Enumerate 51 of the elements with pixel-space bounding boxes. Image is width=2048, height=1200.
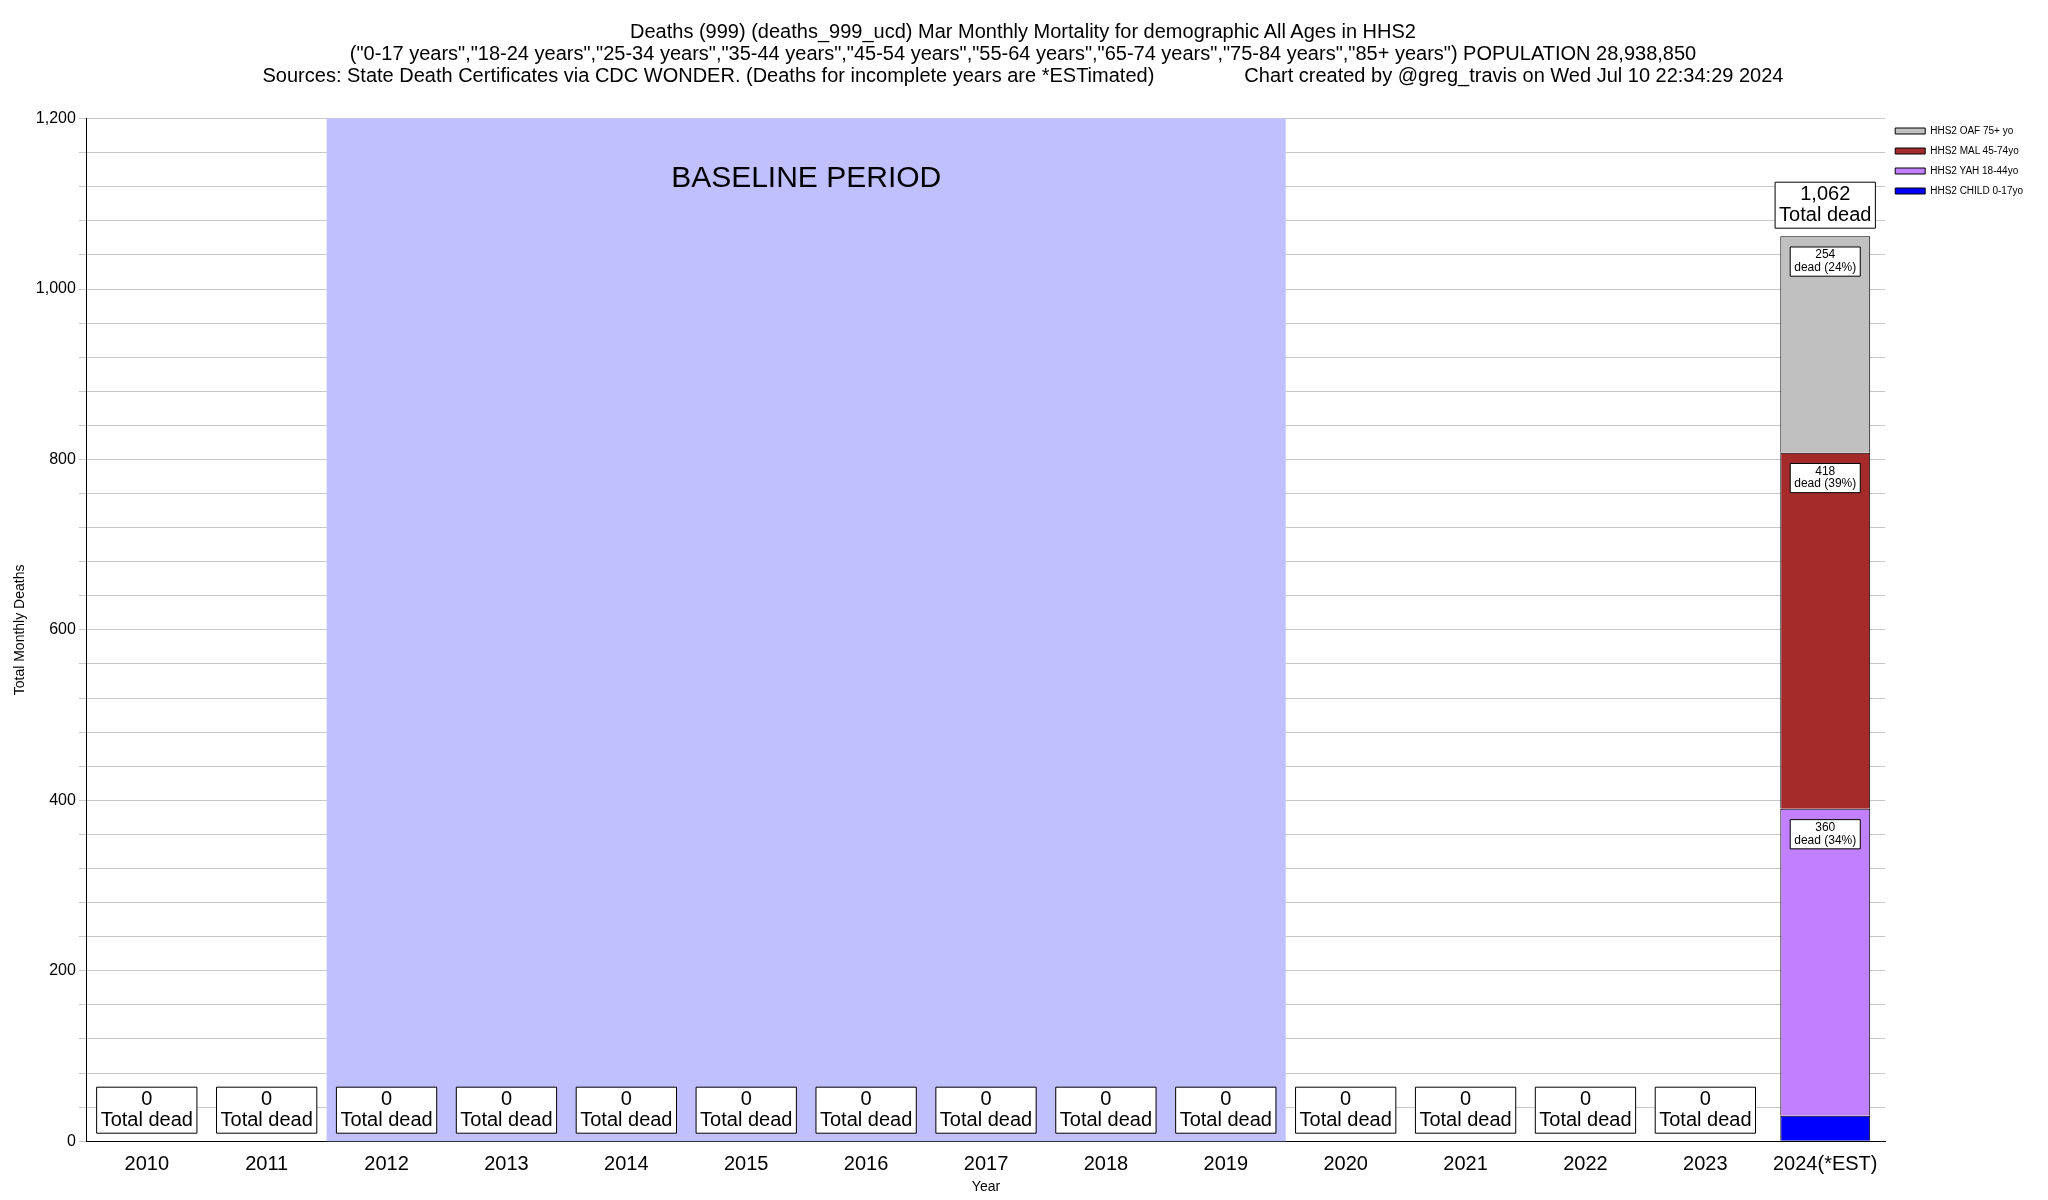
legend-label: HHS2 MAL 45-74yo: [1930, 144, 2020, 156]
x-tick-label: 2018: [1083, 1151, 1129, 1174]
x-tick-label: 2017: [963, 1151, 1009, 1174]
total-label: 0 Total dead: [1659, 1086, 1752, 1130]
x-tick-label: 2023: [1683, 1151, 1728, 1174]
x-tick-label: 2016: [843, 1151, 889, 1174]
x-tick-label: 2021: [1443, 1151, 1488, 1174]
total-label: 0 Total dead: [700, 1086, 793, 1130]
band-label: BASELINE PERIOD: [671, 159, 942, 193]
x-tick-label: 2024(*EST): [1772, 1151, 1878, 1174]
total-label: 0 Total dead: [1059, 1086, 1153, 1130]
total-label: 0 Total dead: [819, 1086, 913, 1130]
total-label: 0 Total dead: [1299, 1086, 1392, 1130]
y-tick-label: 1,200: [35, 109, 76, 127]
total-label: 1,062 Total dead: [1779, 181, 1872, 225]
legend-label: HHS2 YAH 18-44yo: [1930, 164, 2019, 176]
total-label: 0 Total dead: [1419, 1086, 1512, 1130]
x-tick-label: 2020: [1323, 1151, 1368, 1174]
y-tick-label: 400: [49, 790, 76, 808]
x-tick-label: 2019: [1203, 1151, 1249, 1174]
total-label: 0 Total dead: [580, 1086, 673, 1130]
x-tick-label: 2012: [364, 1151, 409, 1174]
x-tick-label: 2013: [484, 1151, 529, 1174]
data-label: 254 dead (24%): [1794, 247, 1857, 274]
y-tick-label: 1,000: [35, 279, 76, 297]
x-tick-label: 2015: [723, 1151, 769, 1174]
y-axis-title: Total Monthly Deaths: [11, 564, 28, 696]
x-tick-label: 2022: [1563, 1151, 1608, 1174]
legend-label: HHS2 CHILD 0-17yo: [1930, 184, 2024, 196]
legend-label: HHS2 OAF 75+ yo: [1930, 124, 2014, 136]
total-label: 0 Total dead: [100, 1086, 193, 1130]
total-label: 0 Total dead: [1539, 1086, 1632, 1130]
total-label: 0 Total dead: [1179, 1086, 1272, 1130]
x-tick-label: 2011: [245, 1151, 289, 1174]
total-label: 0 Total dead: [340, 1086, 433, 1130]
y-tick-label: 200: [49, 961, 76, 979]
x-tick-label: 2014: [604, 1151, 649, 1174]
y-tick-label: 0: [66, 1131, 76, 1149]
text: Chart created by @greg_travis on Wed Jul 10 22:34:29 2024: [1244, 64, 1784, 86]
chart-title: Deaths (999) (deaths_999_ucd) Mar Monthly Mortality for demographic All Ages in HHS2: [629, 20, 1417, 42]
x-tick-label: 2010: [124, 1151, 170, 1174]
total-label: 0 Total dead: [939, 1086, 1033, 1130]
source-note: Sources: State Death Certificates via CDC WONDER. (Deaths for incomplete years are *ESTimated): [262, 64, 1155, 86]
y-tick-label: 600: [49, 620, 76, 638]
chart-subtitle: ("0-17 years","18-24 years","25-34 years","35-44 years","45-54 years","55-64 years","65-74 years","75-84 years","85+ years") POPULATION 28,938,850: [348, 42, 1698, 64]
data-label: 418 dead (39%): [1794, 463, 1857, 491]
y-tick-label: 800: [49, 449, 76, 467]
total-label: 0 Total dead: [460, 1086, 553, 1130]
data-label: 360 dead (34%): [1794, 819, 1857, 847]
x-axis-title: Year: [971, 1178, 1001, 1195]
total-label: 0 Total dead: [220, 1086, 313, 1130]
